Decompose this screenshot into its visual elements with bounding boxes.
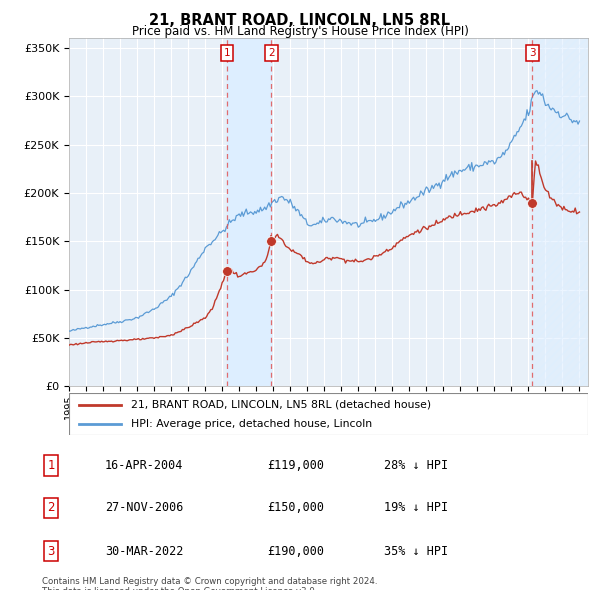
Text: 30-MAR-2022: 30-MAR-2022 (105, 545, 184, 558)
Text: 19% ↓ HPI: 19% ↓ HPI (384, 502, 448, 514)
Text: £119,000: £119,000 (267, 459, 324, 472)
Text: £150,000: £150,000 (267, 502, 324, 514)
Text: 1: 1 (47, 459, 55, 472)
Text: 21, BRANT ROAD, LINCOLN, LN5 8RL (detached house): 21, BRANT ROAD, LINCOLN, LN5 8RL (detach… (131, 400, 431, 410)
Bar (227, 38, 271, 386)
Text: 16-APR-2004: 16-APR-2004 (105, 459, 184, 472)
Text: 3: 3 (47, 545, 55, 558)
Text: 27-NOV-2006: 27-NOV-2006 (105, 502, 184, 514)
Text: 3: 3 (529, 48, 536, 58)
Text: £190,000: £190,000 (267, 545, 324, 558)
Text: HPI: Average price, detached house, Lincoln: HPI: Average price, detached house, Linc… (131, 419, 373, 430)
Text: 35% ↓ HPI: 35% ↓ HPI (384, 545, 448, 558)
Text: Contains HM Land Registry data © Crown copyright and database right 2024.
This d: Contains HM Land Registry data © Crown c… (42, 577, 377, 590)
Text: 1: 1 (224, 48, 230, 58)
Text: 28% ↓ HPI: 28% ↓ HPI (384, 459, 448, 472)
Text: Price paid vs. HM Land Registry's House Price Index (HPI): Price paid vs. HM Land Registry's House … (131, 25, 469, 38)
Text: 21, BRANT ROAD, LINCOLN, LN5 8RL: 21, BRANT ROAD, LINCOLN, LN5 8RL (149, 13, 451, 28)
Text: 2: 2 (47, 502, 55, 514)
Bar (532, 38, 588, 386)
Text: 2: 2 (268, 48, 275, 58)
